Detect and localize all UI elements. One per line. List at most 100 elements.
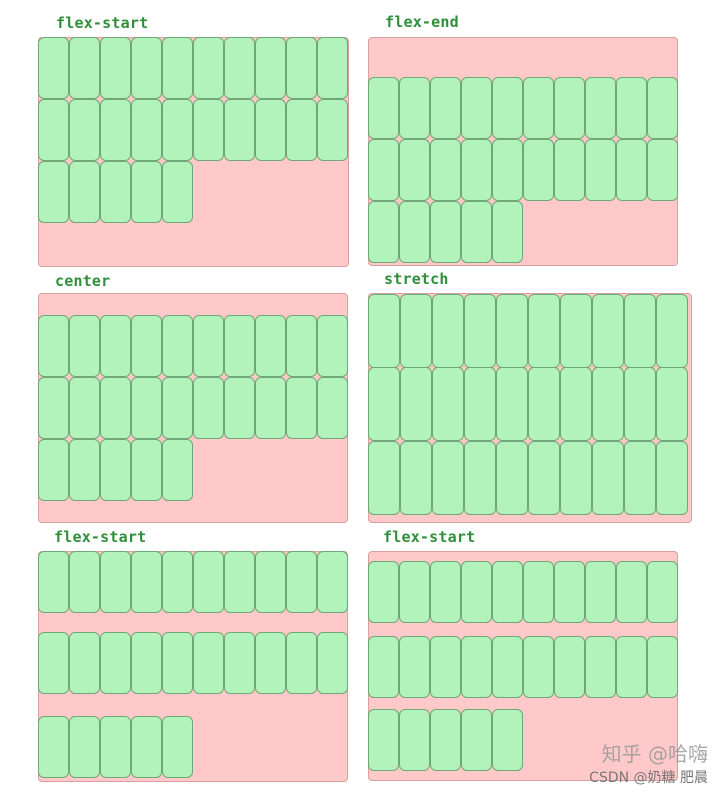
flex-item xyxy=(162,99,193,161)
flex-item xyxy=(461,139,492,201)
flex-item xyxy=(461,201,492,263)
flex-item xyxy=(100,377,131,439)
flex-item xyxy=(368,561,399,623)
flex-item xyxy=(162,161,193,223)
watermark-csdn: CSDN @奶糖 肥晨 xyxy=(589,770,708,786)
flex-item xyxy=(585,561,616,623)
flex-item xyxy=(430,561,461,623)
flex-item xyxy=(69,439,100,501)
flex-item xyxy=(224,632,255,694)
flex-item xyxy=(432,367,464,441)
flex-item xyxy=(492,201,523,263)
flex-item xyxy=(528,441,560,515)
flex-item xyxy=(528,367,560,441)
flex-item xyxy=(399,139,430,201)
flex-item xyxy=(38,439,69,501)
flex-item xyxy=(368,441,400,515)
flex-item xyxy=(399,561,430,623)
flex-item xyxy=(162,439,193,501)
flex-item xyxy=(647,636,678,698)
flex-item xyxy=(400,367,432,441)
flex-item xyxy=(100,37,131,99)
flex-item xyxy=(368,139,399,201)
flex-item xyxy=(656,367,688,441)
flex-item xyxy=(560,367,592,441)
panel-title-2: flex-end xyxy=(385,13,459,31)
flex-item xyxy=(523,561,554,623)
flex-item xyxy=(554,77,585,139)
flex-item xyxy=(162,716,193,778)
flex-item xyxy=(368,294,400,368)
flex-item xyxy=(592,294,624,368)
flex-item xyxy=(368,77,399,139)
flex-item xyxy=(492,77,523,139)
flex-item xyxy=(616,77,647,139)
flex-item xyxy=(492,139,523,201)
flex-item xyxy=(461,561,492,623)
flex-item xyxy=(464,367,496,441)
flex-item xyxy=(464,441,496,515)
flex-item xyxy=(523,77,554,139)
flex-item xyxy=(317,99,348,161)
flex-item xyxy=(585,77,616,139)
flex-item xyxy=(38,37,69,99)
panel-title-3: center xyxy=(55,272,111,290)
flex-item xyxy=(100,315,131,377)
watermark: 知乎 @哈嗨 CSDN @奶糖 肥晨 xyxy=(589,738,708,787)
flex-item xyxy=(647,77,678,139)
flex-item xyxy=(432,441,464,515)
flex-item xyxy=(193,99,224,161)
flex-item xyxy=(131,716,162,778)
flex-item xyxy=(647,561,678,623)
flex-item xyxy=(317,377,348,439)
flex-item xyxy=(100,716,131,778)
flex-item xyxy=(193,377,224,439)
flex-item xyxy=(100,439,131,501)
flex-item xyxy=(286,551,317,613)
flex-item xyxy=(592,367,624,441)
flex-item xyxy=(464,294,496,368)
flex-item xyxy=(400,441,432,515)
flex-item xyxy=(162,377,193,439)
flex-item xyxy=(624,367,656,441)
flex-item xyxy=(368,201,399,263)
flex-item xyxy=(224,551,255,613)
flex-item xyxy=(461,77,492,139)
flex-item xyxy=(131,37,162,99)
panel-title-5: flex-start xyxy=(54,528,147,546)
flex-item xyxy=(255,632,286,694)
flex-item xyxy=(286,37,317,99)
flex-item xyxy=(38,551,69,613)
panel-title-1: flex-start xyxy=(56,14,149,32)
flex-item xyxy=(162,315,193,377)
flex-item xyxy=(131,99,162,161)
flex-item xyxy=(193,551,224,613)
flex-item xyxy=(432,294,464,368)
flex-item xyxy=(255,551,286,613)
flex-item xyxy=(224,315,255,377)
flex-item xyxy=(560,441,592,515)
flex-item xyxy=(131,632,162,694)
flex-item xyxy=(528,294,560,368)
panel-title-4: stretch xyxy=(384,270,449,288)
flex-item xyxy=(69,315,100,377)
watermark-zhihu: 知乎 @哈嗨 xyxy=(601,742,708,766)
flex-item xyxy=(69,716,100,778)
flex-item xyxy=(38,716,69,778)
flex-item xyxy=(193,315,224,377)
flex-item xyxy=(616,561,647,623)
flex-item xyxy=(616,636,647,698)
flex-item xyxy=(430,201,461,263)
flex-item xyxy=(69,632,100,694)
flex-item xyxy=(368,636,399,698)
flex-item xyxy=(193,632,224,694)
flex-item xyxy=(430,709,461,771)
flex-item xyxy=(131,551,162,613)
flex-item xyxy=(461,636,492,698)
flex-item xyxy=(554,561,585,623)
flex-item xyxy=(162,37,193,99)
flex-item xyxy=(368,367,400,441)
flex-item xyxy=(656,441,688,515)
flex-item xyxy=(317,37,348,99)
panel-title-6: flex-start xyxy=(383,528,476,546)
